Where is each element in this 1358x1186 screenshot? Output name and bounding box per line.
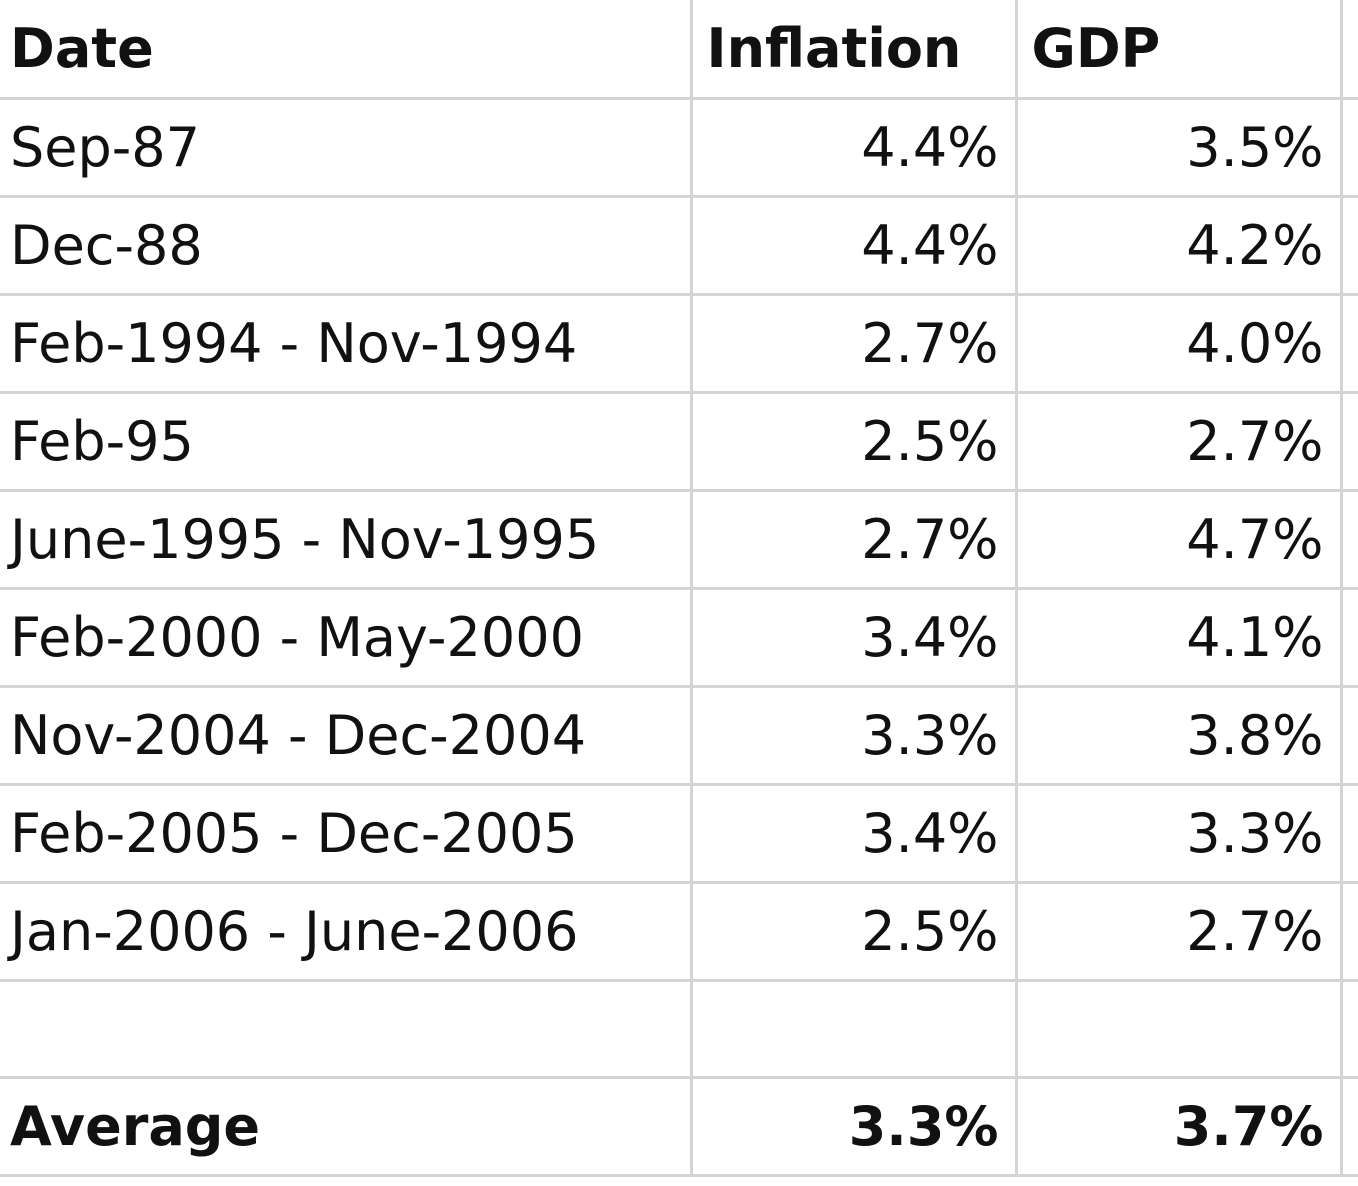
table-row: Feb-95 2.5% 2.7% (0, 392, 1358, 492)
empty-cell[interactable] (1341, 294, 1358, 394)
inflation-cell[interactable]: 4.4% (691, 196, 1018, 296)
gdp-cell[interactable]: 4.0% (1016, 294, 1343, 394)
gdp-cell[interactable]: 3.8% (1016, 686, 1343, 786)
inflation-cell[interactable]: 3.3% (691, 686, 1018, 786)
date-cell[interactable]: Feb-2005 - Dec-2005 (0, 784, 693, 884)
date-cell[interactable]: June-1995 - Nov-1995 (0, 490, 693, 590)
gdp-cell[interactable]: 4.2% (1016, 196, 1343, 296)
table-row: Jan-2006 - June-2006 2.5% 2.7% (0, 882, 1358, 982)
gdp-cell[interactable]: 4.7% (1016, 490, 1343, 590)
average-inflation-cell[interactable]: 3.3% (691, 1077, 1018, 1177)
header-gdp-cell[interactable]: GDP (1016, 0, 1343, 100)
empty-row (0, 980, 1358, 1079)
table-row: Sep-87 4.4% 3.5% (0, 98, 1358, 198)
date-cell[interactable]: Feb-2000 - May-2000 (0, 588, 693, 688)
date-cell[interactable]: Sep-87 (0, 98, 693, 198)
empty-cell[interactable] (1341, 196, 1358, 296)
header-inflation-cell[interactable]: Inflation (691, 0, 1018, 100)
date-cell[interactable]: Jan-2006 - June-2006 (0, 882, 693, 982)
inflation-cell[interactable]: 2.5% (691, 882, 1018, 982)
table-row: June-1995 - Nov-1995 2.7% 4.7% (0, 490, 1358, 590)
empty-cell[interactable] (1341, 882, 1358, 982)
gdp-cell[interactable]: 3.3% (1016, 784, 1343, 884)
empty-cell[interactable] (1341, 686, 1358, 786)
empty-cell[interactable] (1341, 0, 1358, 100)
empty-cell[interactable] (1341, 98, 1358, 198)
empty-cell[interactable] (1341, 980, 1358, 1079)
inflation-cell[interactable]: 3.4% (691, 588, 1018, 688)
date-cell[interactable]: Feb-95 (0, 392, 693, 492)
empty-cell[interactable] (1341, 1077, 1358, 1177)
empty-cell[interactable] (1341, 490, 1358, 590)
average-gdp-cell[interactable]: 3.7% (1016, 1077, 1343, 1177)
inflation-cell[interactable]: 3.4% (691, 784, 1018, 884)
header-row: Date Inflation GDP (0, 0, 1358, 100)
empty-cell[interactable] (0, 980, 693, 1079)
gdp-cell[interactable]: 2.7% (1016, 392, 1343, 492)
table-row: Nov-2004 - Dec-2004 3.3% 3.8% (0, 686, 1358, 786)
date-cell[interactable]: Feb-1994 - Nov-1994 (0, 294, 693, 394)
empty-cell[interactable] (691, 980, 1018, 1079)
gdp-cell[interactable]: 3.5% (1016, 98, 1343, 198)
table-row: Feb-1994 - Nov-1994 2.7% 4.0% (0, 294, 1358, 394)
inflation-cell[interactable]: 2.5% (691, 392, 1018, 492)
table-row: Feb-2000 - May-2000 3.4% 4.1% (0, 588, 1358, 688)
inflation-cell[interactable]: 2.7% (691, 490, 1018, 590)
empty-cell[interactable] (1341, 588, 1358, 688)
average-label-cell[interactable]: Average (0, 1077, 693, 1177)
table-row: Feb-2005 - Dec-2005 3.4% 3.3% (0, 784, 1358, 884)
date-cell[interactable]: Dec-88 (0, 196, 693, 296)
empty-cell[interactable] (1341, 392, 1358, 492)
gdp-cell[interactable]: 2.7% (1016, 882, 1343, 982)
average-row: Average 3.3% 3.7% (0, 1077, 1358, 1177)
empty-cell[interactable] (1016, 980, 1343, 1079)
date-cell[interactable]: Nov-2004 - Dec-2004 (0, 686, 693, 786)
header-date-cell[interactable]: Date (0, 0, 693, 100)
gdp-cell[interactable]: 4.1% (1016, 588, 1343, 688)
inflation-cell[interactable]: 4.4% (691, 98, 1018, 198)
table-row: Dec-88 4.4% 4.2% (0, 196, 1358, 296)
empty-cell[interactable] (1341, 784, 1358, 884)
inflation-cell[interactable]: 2.7% (691, 294, 1018, 394)
